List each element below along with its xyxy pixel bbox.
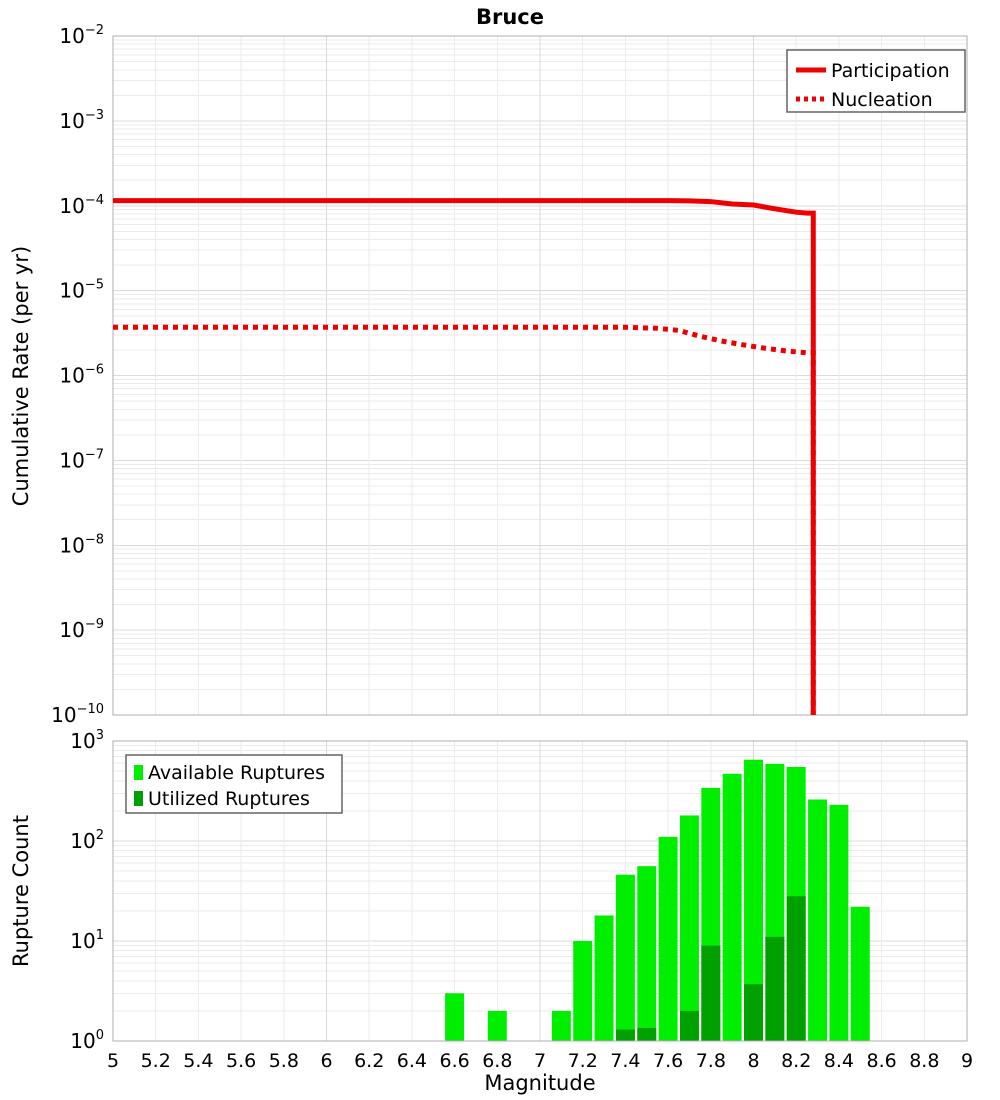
top-panel-legend[interactable]: Participation Nucleation [787, 50, 965, 112]
top-panel-y-ticks: 10−2 10−3 10−4 10−5 10−6 10−7 10−8 10−9 10−10 [51, 23, 104, 727]
bar-utilized [787, 896, 806, 1041]
bottom-panel-x-ticks: 5 5.2 5.4 5.6 5.8 6 6.2 6.4 6.6 6.8 7 7.2 7.4 7.6 7.8 8… [107, 1050, 973, 1072]
bar-available [445, 993, 464, 1041]
bottom-panel-y-ticks: 103 102 101 100 [70, 728, 104, 1053]
svg-text:102: 102 [70, 828, 104, 853]
bar-available [595, 915, 614, 1041]
svg-text:7.8: 7.8 [696, 1050, 726, 1072]
top-panel-gridlines [113, 36, 967, 715]
svg-text:5.4: 5.4 [183, 1050, 213, 1072]
bar-utilized [616, 1030, 635, 1041]
svg-text:6.2: 6.2 [354, 1050, 384, 1072]
bar-available [637, 866, 656, 1041]
svg-text:7.4: 7.4 [610, 1050, 640, 1072]
svg-text:5.2: 5.2 [141, 1050, 171, 1072]
legend-swatch [134, 791, 143, 806]
svg-text:8.2: 8.2 [781, 1050, 811, 1072]
bar-utilized [744, 984, 763, 1041]
bar-utilized [680, 1011, 699, 1041]
bar-available [851, 907, 870, 1041]
svg-text:7: 7 [534, 1050, 546, 1072]
svg-text:7.2: 7.2 [568, 1050, 598, 1072]
svg-text:10−9: 10−9 [59, 617, 104, 642]
svg-text:8.4: 8.4 [824, 1050, 854, 1072]
svg-text:5.8: 5.8 [269, 1050, 299, 1072]
svg-text:10−10: 10−10 [51, 702, 104, 727]
svg-text:10−4: 10−4 [59, 193, 104, 218]
top-panel-y-axis-label: Cumulative Rate (per yr) [9, 246, 33, 506]
svg-text:10−2: 10−2 [59, 23, 104, 48]
svg-text:8.6: 8.6 [866, 1050, 896, 1072]
svg-text:10−3: 10−3 [59, 108, 104, 133]
legend-label: Utilized Ruptures [148, 788, 310, 810]
bar-available [552, 1011, 571, 1041]
legend-swatch [134, 765, 143, 780]
svg-text:10−5: 10−5 [59, 278, 104, 303]
svg-text:6.8: 6.8 [482, 1050, 512, 1072]
bar-available [829, 805, 848, 1041]
top-panel: 10−2 10−3 10−4 10−5 10−6 10−7 10−8 10−9 10−10 Cu… [9, 23, 967, 727]
svg-text:100: 100 [70, 1028, 104, 1053]
legend-label-nucleation: Nucleation [831, 89, 933, 111]
svg-text:7.6: 7.6 [653, 1050, 683, 1072]
legend-label: Available Ruptures [148, 762, 325, 784]
bar-utilized [637, 1028, 656, 1041]
svg-text:6: 6 [320, 1050, 332, 1072]
bar-available [680, 815, 699, 1041]
bar-available [488, 1011, 507, 1041]
bar-available [616, 875, 635, 1041]
legend-label-participation: Participation [831, 60, 950, 82]
svg-text:10−7: 10−7 [59, 447, 104, 472]
svg-text:10−8: 10−8 [59, 532, 104, 557]
page-title: Bruce [476, 5, 544, 29]
svg-text:5: 5 [107, 1050, 119, 1072]
bar-available [573, 941, 592, 1041]
chart-svg: Bruce 10−210−310−410−510−610−710−810−910… [0, 0, 1000, 1100]
bottom-panel-legend[interactable]: Available Ruptures Utilized Ruptures [126, 755, 342, 813]
figure-container: Bruce 10−210−310−410−510−610−710−810−910… [0, 0, 1000, 1100]
bar-available [659, 837, 678, 1041]
svg-text:6.4: 6.4 [397, 1050, 427, 1072]
bar-utilized [765, 937, 784, 1041]
svg-text:6.6: 6.6 [439, 1050, 469, 1072]
svg-text:9: 9 [961, 1050, 973, 1072]
bottom-panel: 103 102 101 100 5 5.2 5.4 5.6 5.8 6 6.2 6.4 6.6 6.8 7… [9, 728, 973, 1095]
svg-text:5.6: 5.6 [226, 1050, 256, 1072]
bar-utilized [701, 946, 720, 1041]
svg-text:103: 103 [70, 728, 104, 753]
svg-text:8: 8 [747, 1050, 759, 1072]
bottom-panel-y-axis-label: Rupture Count [9, 815, 33, 967]
bar-available [808, 800, 827, 1042]
svg-text:8.8: 8.8 [909, 1050, 939, 1072]
x-axis-label: Magnitude [484, 1071, 595, 1095]
svg-text:101: 101 [70, 928, 104, 953]
svg-text:10−6: 10−6 [59, 363, 104, 388]
bar-available [723, 774, 742, 1041]
